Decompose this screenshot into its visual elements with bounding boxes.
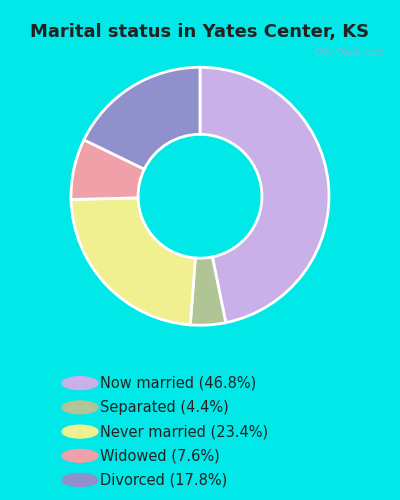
Circle shape — [62, 425, 98, 438]
Text: Now married (46.8%): Now married (46.8%) — [100, 376, 256, 390]
Text: Marital status in Yates Center, KS: Marital status in Yates Center, KS — [30, 22, 370, 40]
Circle shape — [62, 450, 98, 462]
Circle shape — [62, 474, 98, 486]
Text: Separated (4.4%): Separated (4.4%) — [100, 400, 229, 415]
Wedge shape — [200, 67, 329, 322]
Text: Never married (23.4%): Never married (23.4%) — [100, 424, 268, 439]
Wedge shape — [71, 140, 144, 200]
Circle shape — [62, 376, 98, 390]
Circle shape — [62, 401, 98, 414]
Wedge shape — [190, 257, 226, 325]
Text: City-Data.com: City-Data.com — [315, 48, 384, 58]
Text: Divorced (17.8%): Divorced (17.8%) — [100, 472, 227, 488]
Wedge shape — [71, 198, 195, 325]
Text: Widowed (7.6%): Widowed (7.6%) — [100, 448, 220, 464]
Wedge shape — [84, 67, 200, 169]
